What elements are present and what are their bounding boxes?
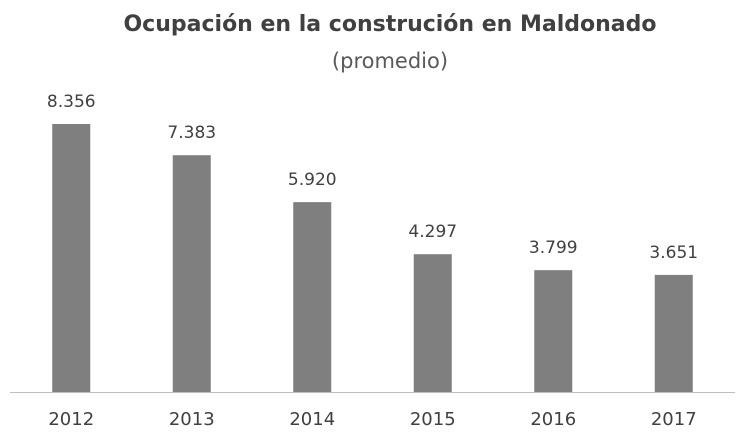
- data-label: 4.297: [408, 222, 457, 242]
- x-tick-label: 2017: [651, 409, 697, 430]
- bar: [654, 274, 693, 392]
- chart-title: Ocupación en la construción en Maldonado: [123, 12, 656, 37]
- bar: [413, 254, 452, 392]
- bar: [52, 124, 91, 392]
- bar: [534, 270, 573, 392]
- bar: [172, 155, 211, 392]
- data-label: 8.356: [47, 92, 96, 112]
- data-label: 3.799: [529, 238, 578, 258]
- bar: [293, 202, 332, 392]
- x-tick-label: 2013: [169, 409, 215, 430]
- data-label: 3.651: [649, 243, 698, 263]
- data-label: 7.383: [167, 123, 216, 143]
- x-tick-label: 2015: [410, 409, 456, 430]
- x-tick-label: 2014: [289, 409, 335, 430]
- x-tick-label: 2016: [530, 409, 576, 430]
- chart-subtitle: (promedio): [332, 49, 448, 73]
- data-label: 5.920: [288, 170, 337, 190]
- x-tick-label: 2012: [48, 409, 94, 430]
